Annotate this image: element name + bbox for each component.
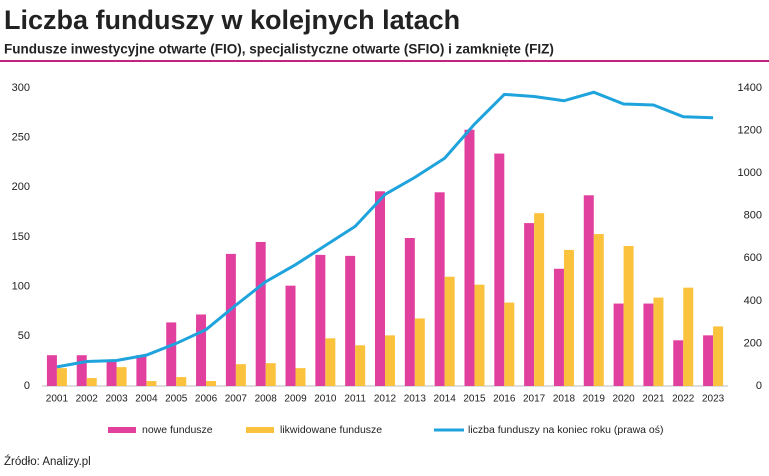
y-tick-label: 150 bbox=[12, 231, 30, 243]
x-tick-label: 2014 bbox=[434, 394, 457, 405]
bar bbox=[146, 381, 157, 386]
x-tick-label: 2015 bbox=[463, 394, 486, 405]
bar bbox=[385, 335, 395, 386]
bar bbox=[295, 368, 306, 386]
x-tick-label: 2020 bbox=[612, 394, 635, 405]
x-tick-label: 2005 bbox=[165, 394, 188, 405]
x-tick-label: 2021 bbox=[642, 394, 665, 405]
x-tick-label: 2009 bbox=[284, 394, 307, 405]
x-tick-label: 2013 bbox=[404, 394, 427, 405]
bar bbox=[563, 249, 574, 386]
bar bbox=[414, 318, 425, 386]
legend-label: likwidowane fundusze bbox=[280, 424, 382, 436]
legend-label: liczba funduszy na koniec roku (prawa oś… bbox=[468, 424, 664, 436]
bar bbox=[494, 153, 505, 386]
bar bbox=[56, 368, 67, 386]
bar bbox=[434, 192, 445, 386]
x-tick-label: 2019 bbox=[583, 394, 606, 405]
bar bbox=[235, 364, 246, 386]
bar bbox=[166, 322, 177, 386]
x-tick-label: 2012 bbox=[374, 394, 397, 405]
source: Źródło: Analizy.pl bbox=[4, 455, 91, 468]
chart-subtitle: Fundusze inwestycyjne otwarte (FIO), spe… bbox=[4, 42, 554, 57]
bar bbox=[444, 276, 455, 386]
y2-tick-label: 400 bbox=[744, 295, 762, 307]
bar bbox=[255, 241, 266, 386]
bar bbox=[196, 314, 207, 386]
legend-swatch bbox=[108, 427, 136, 433]
y2-tick-label: 1400 bbox=[738, 82, 762, 94]
x-tick-label: 2010 bbox=[314, 394, 337, 405]
bar bbox=[116, 367, 127, 386]
bar bbox=[553, 268, 564, 386]
x-tick-label: 2007 bbox=[225, 394, 248, 405]
bar bbox=[504, 302, 515, 386]
bar bbox=[524, 223, 535, 386]
bar bbox=[623, 245, 634, 386]
x-tick-label: 2004 bbox=[135, 394, 158, 405]
bar bbox=[345, 255, 356, 386]
bar bbox=[106, 360, 117, 386]
x-tick-label: 2018 bbox=[553, 394, 576, 405]
y2-tick-label: 1200 bbox=[738, 124, 762, 136]
bar bbox=[206, 381, 217, 386]
y-tick-label: 100 bbox=[12, 281, 30, 293]
y2-tick-label: 600 bbox=[744, 252, 762, 264]
bar bbox=[683, 287, 694, 386]
bar bbox=[265, 363, 276, 386]
bar bbox=[653, 297, 664, 386]
bar bbox=[176, 377, 187, 386]
legend-swatch bbox=[246, 427, 274, 433]
x-tick-label: 2022 bbox=[672, 394, 695, 405]
bar bbox=[404, 237, 415, 386]
bar bbox=[713, 326, 724, 386]
bar bbox=[355, 345, 366, 386]
x-tick-label: 2001 bbox=[46, 394, 69, 405]
legend-label: nowe fundusze bbox=[142, 424, 213, 436]
bar bbox=[464, 129, 475, 386]
chart-title: Liczba funduszy w kolejnych latach bbox=[4, 5, 460, 35]
bar bbox=[643, 303, 654, 386]
y-tick-label: 50 bbox=[18, 330, 30, 342]
x-tick-label: 2008 bbox=[255, 394, 278, 405]
bar bbox=[583, 195, 594, 386]
y2-tick-label: 0 bbox=[756, 380, 762, 392]
line bbox=[56, 90, 714, 369]
x-tick-label: 2016 bbox=[493, 394, 516, 405]
bar bbox=[474, 284, 485, 386]
x-tick-label: 2002 bbox=[76, 394, 99, 405]
y-tick-label: 0 bbox=[24, 380, 30, 392]
x-tick-label: 2017 bbox=[523, 394, 546, 405]
y-tick-label: 300 bbox=[12, 82, 30, 94]
bar bbox=[673, 340, 684, 386]
x-tick-label: 2023 bbox=[702, 394, 725, 405]
y-tick-label: 250 bbox=[12, 132, 30, 144]
bar bbox=[225, 253, 236, 386]
y2-tick-label: 200 bbox=[744, 337, 762, 349]
x-tick-label: 2003 bbox=[105, 394, 128, 405]
y2-tick-label: 1000 bbox=[738, 167, 762, 179]
y2-tick-label: 800 bbox=[744, 210, 762, 222]
y-tick-label: 200 bbox=[12, 181, 30, 193]
bar bbox=[703, 335, 714, 386]
bar bbox=[136, 355, 147, 386]
x-tick-label: 2011 bbox=[344, 394, 366, 405]
bar bbox=[315, 254, 326, 386]
bar bbox=[375, 191, 385, 386]
bar bbox=[593, 234, 604, 386]
bar bbox=[86, 378, 97, 386]
bar bbox=[613, 303, 624, 386]
bar bbox=[46, 355, 57, 386]
bar bbox=[76, 355, 87, 386]
x-tick-label: 2006 bbox=[195, 394, 218, 405]
bar bbox=[325, 338, 336, 386]
bar bbox=[285, 285, 296, 386]
bar bbox=[534, 213, 545, 386]
